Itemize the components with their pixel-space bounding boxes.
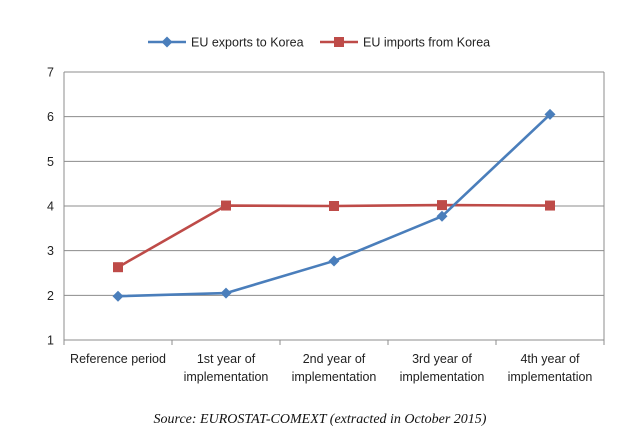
data-point <box>112 290 124 302</box>
y-tick-label: 3 <box>47 244 54 258</box>
x-tick-label: Reference period <box>70 352 166 366</box>
legend-item-imports: EU imports from Korea <box>320 36 490 50</box>
legend-label: EU imports from Korea <box>363 36 490 50</box>
series-exports <box>112 108 556 302</box>
y-tick-label: 2 <box>47 289 54 303</box>
x-tick-label: 4th year of implementation <box>508 352 593 384</box>
series-layer <box>112 108 556 302</box>
legend-marker <box>334 37 344 47</box>
data-point <box>436 210 448 222</box>
data-point <box>544 108 556 120</box>
y-tick-label: 5 <box>47 155 54 169</box>
data-point <box>113 262 123 273</box>
legend-item-exports: EU exports to Korea <box>148 36 304 50</box>
y-tick-label: 7 <box>47 66 54 80</box>
x-tick-label: 1st year of implementation <box>184 352 269 384</box>
legend-label: EU exports to Korea <box>191 36 304 50</box>
y-tick-label: 1 <box>47 334 54 348</box>
series-imports <box>113 200 555 273</box>
axes: 1 2 3 4 5 6 7 Reference period 1st year of implem… <box>47 66 605 384</box>
y-tick-label: 6 <box>47 110 54 124</box>
data-point <box>437 200 447 211</box>
data-point <box>329 201 339 211</box>
x-tick-label: 3rd year of implementation <box>400 352 485 384</box>
x-tick-label: 2nd year of implementation <box>292 352 377 384</box>
source-caption: Source: EUROSTAT-COMEXT (extracted in Oc… <box>153 412 487 427</box>
legend: EU exports to Korea EU imports from Korea <box>148 36 490 50</box>
data-point <box>328 255 340 267</box>
y-tick-label: 4 <box>47 200 54 214</box>
data-point <box>545 200 555 211</box>
line-chart: EU exports to Korea EU imports from Korea… <box>47 36 605 384</box>
data-point <box>221 200 231 211</box>
data-point <box>220 287 232 299</box>
legend-marker <box>161 36 173 48</box>
